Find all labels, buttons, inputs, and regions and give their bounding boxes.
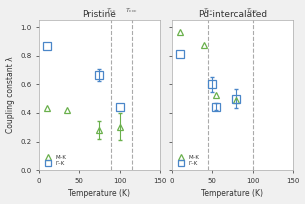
Text: $T_{\rm ccc}$: $T_{\rm ccc}$ [246,6,259,15]
X-axis label: Temperature (K): Temperature (K) [201,190,264,198]
X-axis label: Temperature (K): Temperature (K) [68,190,130,198]
Text: $T_{\rm cc}$: $T_{\rm cc}$ [106,6,117,15]
Legend: M–K, Γ–K: M–K, Γ–K [42,154,68,167]
Text: $T_{\rm cc}$: $T_{\rm cc}$ [203,6,214,15]
Legend: M–K, Γ–K: M–K, Γ–K [175,154,201,167]
Y-axis label: Coupling constant λ: Coupling constant λ [5,57,15,133]
Text: $T_{\rm ccc}$: $T_{\rm ccc}$ [125,6,138,15]
Title: Pristine: Pristine [82,10,116,19]
Title: Pd-intercalated: Pd-intercalated [198,10,267,19]
